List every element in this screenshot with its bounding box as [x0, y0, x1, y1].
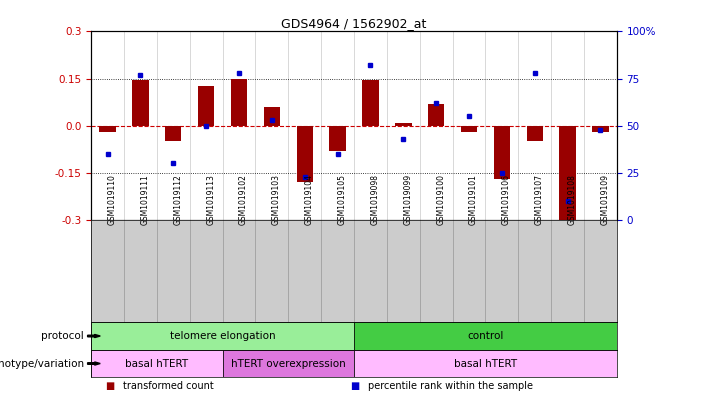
Text: GSM1019113: GSM1019113 — [206, 174, 215, 225]
Text: control: control — [468, 331, 503, 341]
Text: ■: ■ — [350, 381, 360, 391]
Title: GDS4964 / 1562902_at: GDS4964 / 1562902_at — [281, 17, 427, 30]
Text: GSM1019103: GSM1019103 — [272, 174, 281, 225]
Bar — [354, 322, 617, 350]
Text: GSM1019100: GSM1019100 — [436, 174, 445, 225]
Bar — [428, 104, 444, 126]
Bar — [526, 126, 543, 141]
Text: GSM1019111: GSM1019111 — [140, 174, 149, 225]
Text: GSM1019112: GSM1019112 — [173, 174, 182, 225]
Text: GSM1019106: GSM1019106 — [502, 174, 511, 225]
Bar — [223, 350, 354, 377]
Bar — [592, 126, 608, 132]
Bar — [362, 80, 379, 126]
Text: protocol: protocol — [41, 331, 84, 341]
Text: GSM1019105: GSM1019105 — [338, 174, 346, 225]
Text: GSM1019102: GSM1019102 — [239, 174, 248, 225]
Text: GSM1019109: GSM1019109 — [601, 174, 609, 225]
Bar — [231, 79, 247, 126]
Text: GSM1019108: GSM1019108 — [568, 174, 577, 225]
Bar — [198, 86, 215, 126]
Text: GSM1019098: GSM1019098 — [370, 174, 379, 225]
Text: basal hTERT: basal hTERT — [454, 358, 517, 369]
Text: basal hTERT: basal hTERT — [125, 358, 189, 369]
Bar — [297, 126, 313, 182]
Bar — [395, 123, 411, 126]
Text: telomere elongation: telomere elongation — [170, 331, 275, 341]
Bar — [559, 126, 576, 220]
Bar — [354, 350, 617, 377]
Text: genotype/variation: genotype/variation — [0, 358, 84, 369]
Bar — [165, 126, 182, 141]
Bar — [329, 126, 346, 151]
Text: GSM1019104: GSM1019104 — [305, 174, 314, 225]
Bar — [494, 126, 510, 179]
Text: GSM1019107: GSM1019107 — [535, 174, 544, 225]
Bar — [132, 80, 149, 126]
Bar — [264, 107, 280, 126]
Text: GSM1019101: GSM1019101 — [469, 174, 478, 225]
Text: ■: ■ — [105, 381, 114, 391]
Bar — [91, 350, 223, 377]
Bar — [100, 126, 116, 132]
Bar — [461, 126, 477, 132]
Text: percentile rank within the sample: percentile rank within the sample — [368, 381, 533, 391]
Text: GSM1019099: GSM1019099 — [403, 174, 412, 225]
Bar — [91, 322, 354, 350]
Text: transformed count: transformed count — [123, 381, 213, 391]
Text: hTERT overexpression: hTERT overexpression — [231, 358, 346, 369]
Text: GSM1019110: GSM1019110 — [107, 174, 116, 225]
